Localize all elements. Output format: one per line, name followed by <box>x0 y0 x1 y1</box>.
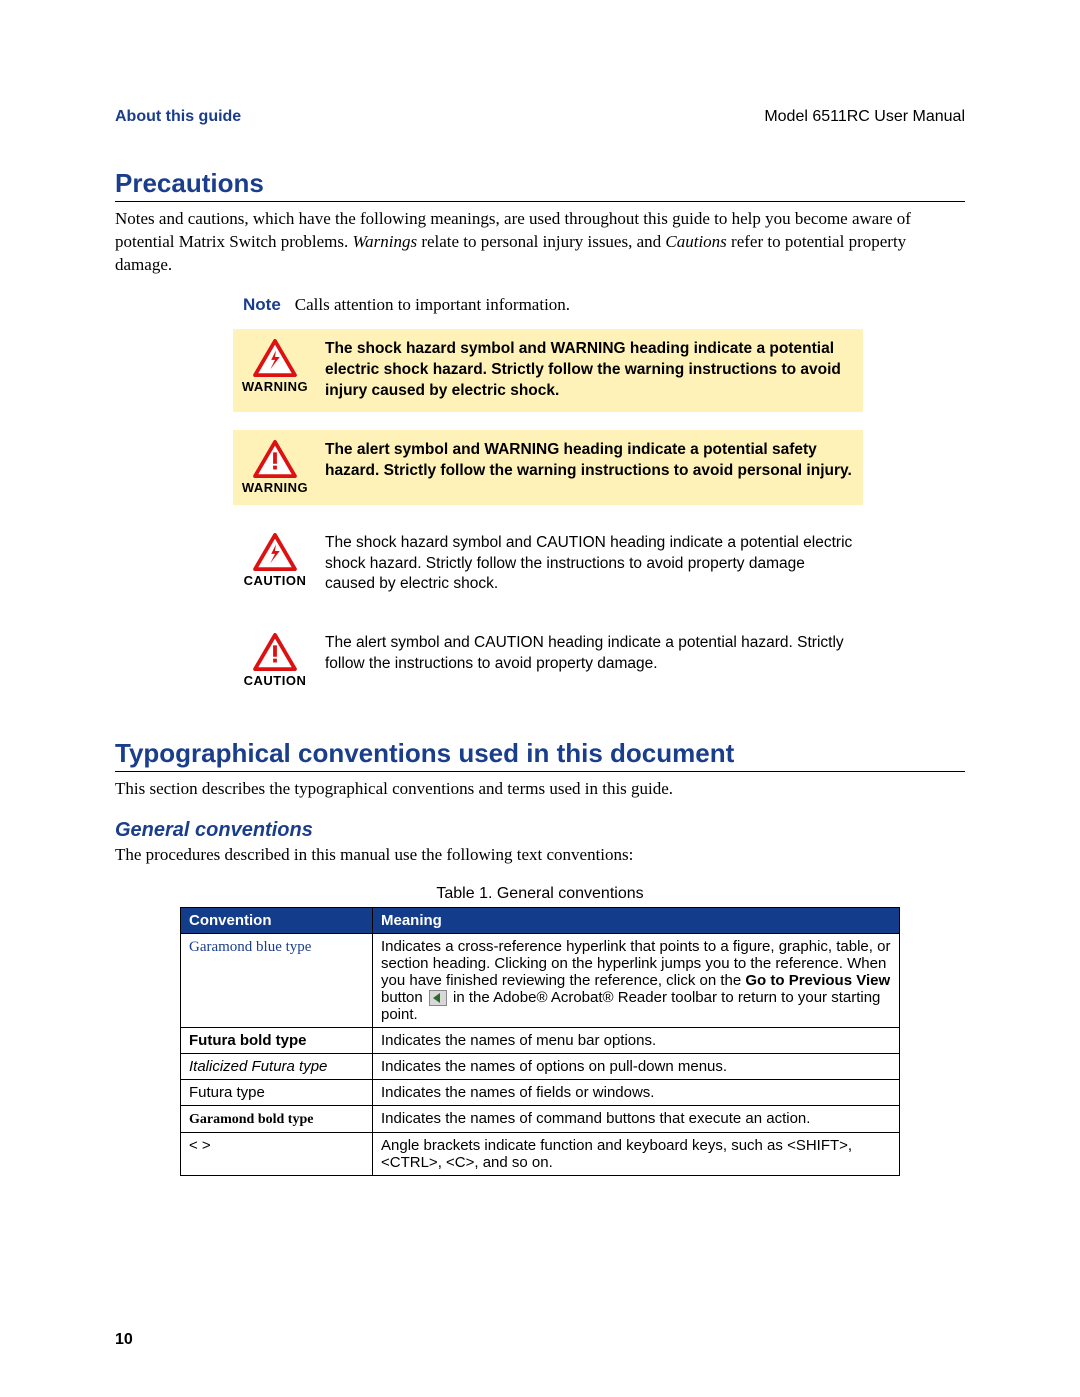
callout-list: WARNING The shock hazard symbol and WARNI… <box>233 329 863 699</box>
header-right: Model 6511RC User Manual <box>764 108 965 126</box>
convention-cell: Garamond bold type <box>181 1106 373 1133</box>
callout-caution-3: CAUTION The alert symbol and CAUTION head… <box>233 623 863 698</box>
convention-cell: Italicized Futura type <box>181 1054 373 1080</box>
alert-icon: WARNING <box>243 440 307 495</box>
general-conventions-intro: The procedures described in this manual … <box>115 844 965 867</box>
meaning-cell: Indicates the names of menu bar options. <box>373 1028 900 1054</box>
callout-label: CAUTION <box>244 673 307 688</box>
section-typography-title: Typographical conventions used in this d… <box>115 738 965 772</box>
intro-mid: relate to personal injury issues, and <box>417 232 665 251</box>
convention-cell: Futura bold type <box>181 1028 373 1054</box>
table-row: Garamond blue typeIndicates a cross-refe… <box>181 934 900 1028</box>
table-row: Italicized Futura typeIndicates the name… <box>181 1054 900 1080</box>
table-row: Futura bold typeIndicates the names of m… <box>181 1028 900 1054</box>
callout-text: The shock hazard symbol and CAUTION head… <box>325 533 853 596</box>
callout-warning-1: WARNING The alert symbol and WARNING head… <box>233 430 863 505</box>
intro-cautions-word: Cautions <box>665 232 726 251</box>
table-row: Futura typeIndicates the names of fields… <box>181 1080 900 1106</box>
page-number: 10 <box>115 1331 133 1349</box>
table-row: < >Angle brackets indicate function and … <box>181 1133 900 1176</box>
callout-text: The alert symbol and WARNING heading ind… <box>325 440 853 495</box>
callout-warning-0: WARNING The shock hazard symbol and WARNI… <box>233 329 863 412</box>
alert-icon: CAUTION <box>243 633 307 688</box>
col-convention: Convention <box>181 908 373 934</box>
callout-label: WARNING <box>242 379 308 394</box>
previous-view-icon <box>429 990 447 1006</box>
callout-caution-2: CAUTION The shock hazard symbol and CAUTI… <box>233 523 863 606</box>
note-label: Note <box>243 295 281 315</box>
callout-label: WARNING <box>242 480 308 495</box>
shock-hazard-icon: WARNING <box>243 339 307 402</box>
header-left: About this guide <box>115 108 241 126</box>
meaning-cell: Indicates the names of fields or windows… <box>373 1080 900 1106</box>
intro-warnings-word: Warnings <box>353 232 418 251</box>
meaning-cell: Indicates the names of command buttons t… <box>373 1106 900 1133</box>
shock-hazard-icon: CAUTION <box>243 533 307 596</box>
table-row: Garamond bold typeIndicates the names of… <box>181 1106 900 1133</box>
note-row: Note Calls attention to important inform… <box>243 295 965 315</box>
table-caption: Table 1. General conventions <box>115 885 965 903</box>
note-text: Calls attention to important information… <box>295 295 570 315</box>
col-meaning: Meaning <box>373 908 900 934</box>
meaning-cell: Indicates the names of options on pull-d… <box>373 1054 900 1080</box>
conventions-table: Convention Meaning Garamond blue typeInd… <box>180 907 900 1176</box>
page: About this guide Model 6511RC User Manua… <box>0 0 1080 1397</box>
meaning-cell: Angle brackets indicate function and key… <box>373 1133 900 1176</box>
convention-cell: < > <box>181 1133 373 1176</box>
general-conventions-heading: General conventions <box>115 819 965 842</box>
page-header: About this guide Model 6511RC User Manua… <box>115 108 965 126</box>
typography-intro: This section describes the typographical… <box>115 778 965 801</box>
convention-cell: Futura type <box>181 1080 373 1106</box>
callout-text: The alert symbol and CAUTION heading ind… <box>325 633 853 688</box>
convention-cell: Garamond blue type <box>181 934 373 1028</box>
callout-label: CAUTION <box>244 573 307 588</box>
precautions-intro: Notes and cautions, which have the follo… <box>115 208 965 277</box>
callout-text: The shock hazard symbol and WARNING head… <box>325 339 853 402</box>
meaning-cell: Indicates a cross-reference hyperlink th… <box>373 934 900 1028</box>
section-precautions-title: Precautions <box>115 168 965 202</box>
